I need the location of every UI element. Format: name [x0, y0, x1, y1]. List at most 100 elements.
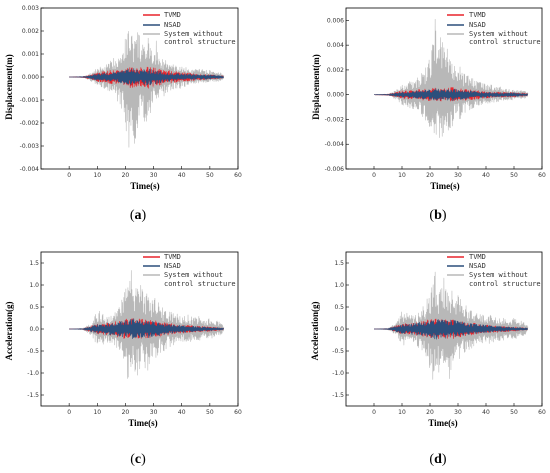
x-tick-label: 0 — [372, 172, 376, 179]
x-tick-label: 10 — [398, 172, 406, 179]
chart-panel-d: 0 10 20 30 40 50 60 -1.5 -1.0 -0.5 0.0 0.5 1.0 1.5 TV… — [310, 251, 546, 467]
y-tick-label: 1.5 — [29, 260, 39, 267]
plot-area: 0 10 20 30 40 50 60 -0.006 -0.004 -0.002 0.000 0.00… — [325, 7, 546, 179]
y-tick-label: -1.0 — [332, 370, 344, 377]
y-tick-label: -0.5 — [27, 348, 39, 355]
legend-label-uncontrolled-line1: System without — [164, 271, 223, 279]
y-tick-label: -0.006 — [325, 166, 345, 173]
plot-frame — [40, 7, 239, 170]
x-tick-label: 20 — [122, 409, 130, 416]
legend-label-nsad: NSAD — [469, 262, 486, 270]
x-tick-label: 30 — [150, 172, 158, 179]
panel-label-d: (d) — [429, 452, 446, 467]
x-tick-label: 20 — [426, 172, 434, 179]
y-tick-label: 0.001 — [22, 51, 39, 58]
y-tick-label: 0.0 — [29, 326, 39, 333]
x-tick-label: 20 — [426, 409, 434, 416]
x-tick-label: 60 — [234, 172, 242, 179]
legend-label-uncontrolled-line1: System without — [164, 30, 223, 38]
y-tick-label: -0.003 — [20, 143, 40, 150]
y-axis-label: Acceleration(g) — [4, 302, 14, 361]
y-tick-label: 0.5 — [334, 304, 344, 311]
x-tick-label: 10 — [93, 172, 101, 179]
legend-label-uncontrolled-line2: control structure — [469, 38, 541, 46]
x-tick-label: 60 — [538, 409, 546, 416]
y-tick-label: 1.0 — [29, 282, 39, 289]
series-line-nsad — [373, 319, 528, 340]
y-tick-label: -1.0 — [27, 370, 39, 377]
y-tick-label: 1.5 — [334, 260, 344, 267]
y-tick-label: 0.000 — [22, 74, 39, 81]
x-tick-label: 50 — [206, 409, 214, 416]
series-line-nsad — [69, 318, 224, 340]
legend: TVMD NSAD System without control structu… — [447, 11, 541, 46]
legend-label-uncontrolled-line1: System without — [469, 30, 528, 38]
y-tick-label: -0.001 — [20, 97, 40, 104]
legend-label-uncontrolled-line2: control structure — [164, 38, 236, 46]
y-tick-label: -0.5 — [332, 348, 344, 355]
panel-label-b: (b) — [429, 208, 446, 223]
y-tick-label: 0.004 — [327, 42, 344, 49]
x-tick-label: 0 — [67, 172, 71, 179]
x-tick-label: 30 — [454, 409, 462, 416]
x-tick-label: 30 — [150, 409, 158, 416]
plot-area: 0 10 20 30 40 50 60 -0.004 -0.003 -0.002 -0.001 0.0… — [20, 5, 242, 179]
y-axis-label: Acceleration(g) — [310, 302, 320, 361]
x-tick-label: 10 — [93, 409, 101, 416]
y-tick-label: 0.006 — [327, 17, 344, 24]
legend-label-nsad: NSAD — [469, 21, 486, 29]
x-axis-label: Time(s) — [130, 181, 159, 191]
legend-label-uncontrolled-line1: System without — [469, 271, 528, 279]
y-tick-label: 0.0 — [334, 326, 344, 333]
legend-label-tvmd: TVMD — [469, 11, 486, 19]
legend: TVMD NSAD System without control structu… — [447, 253, 541, 288]
x-tick-label: 50 — [206, 172, 214, 179]
x-axis-label: Time(s) — [128, 418, 157, 428]
y-axis-label: Displacement(m) — [4, 54, 14, 119]
panel-label-a: (a) — [130, 208, 147, 223]
series-line-nsad — [373, 88, 528, 101]
legend-label-tvmd: TVMD — [164, 253, 181, 261]
series-line-nsad — [69, 68, 224, 86]
series-line-uncontrolled — [69, 31, 225, 148]
x-tick-label: 50 — [510, 172, 518, 179]
y-tick-label: -0.002 — [20, 120, 40, 127]
plot-frame — [345, 7, 543, 170]
y-tick-label: -1.5 — [332, 392, 344, 399]
legend-label-uncontrolled-line2: control structure — [164, 280, 236, 288]
plot-area: 0 10 20 30 40 50 60 -1.5 -1.0 -0.5 0.0 0.5 1.0 1.5 — [27, 251, 242, 416]
legend-label-uncontrolled-line2: control structure — [469, 280, 541, 288]
y-tick-label: 0.002 — [22, 28, 39, 35]
x-tick-label: 60 — [538, 172, 546, 179]
y-tick-label: 0.000 — [327, 92, 344, 99]
x-tick-label: 0 — [67, 409, 71, 416]
legend-label-tvmd: TVMD — [164, 11, 181, 19]
panel-label-c: (c) — [130, 452, 146, 467]
x-tick-label: 10 — [398, 409, 406, 416]
y-tick-label: 0.003 — [22, 5, 39, 12]
y-tick-label: 0.002 — [327, 67, 344, 74]
y-tick-label: 1.0 — [334, 282, 344, 289]
x-tick-label: 40 — [178, 409, 186, 416]
y-tick-label: 0.5 — [29, 304, 39, 311]
x-tick-label: 50 — [510, 409, 518, 416]
x-tick-label: 40 — [482, 172, 490, 179]
x-tick-label: 0 — [372, 409, 376, 416]
x-tick-label: 40 — [178, 172, 186, 179]
legend-label-tvmd: TVMD — [469, 253, 486, 261]
x-axis-label: Time(s) — [428, 418, 457, 428]
y-tick-label: -0.002 — [325, 116, 345, 123]
y-axis-label: Displacement(m) — [311, 54, 321, 119]
legend-label-nsad: NSAD — [164, 21, 181, 29]
y-tick-label: -1.5 — [27, 392, 39, 399]
x-tick-label: 40 — [482, 409, 490, 416]
x-axis-label: Time(s) — [430, 181, 459, 191]
x-tick-label: 20 — [122, 172, 130, 179]
y-tick-label: -0.004 — [325, 141, 345, 148]
plot-area: 0 10 20 30 40 50 60 -1.5 -1.0 -0.5 0.0 0.5 1.0 1.5 — [332, 251, 546, 416]
legend-label-nsad: NSAD — [164, 262, 181, 270]
chart-panel-a: 0 10 20 30 40 50 60 -0.004 -0.003 -0.002 -0.001 0.0… — [4, 5, 242, 223]
chart-panel-b: 0 10 20 30 40 50 60 -0.006 -0.004 -0.002 0.000 0.00… — [311, 7, 546, 223]
y-tick-label: -0.004 — [20, 166, 40, 173]
